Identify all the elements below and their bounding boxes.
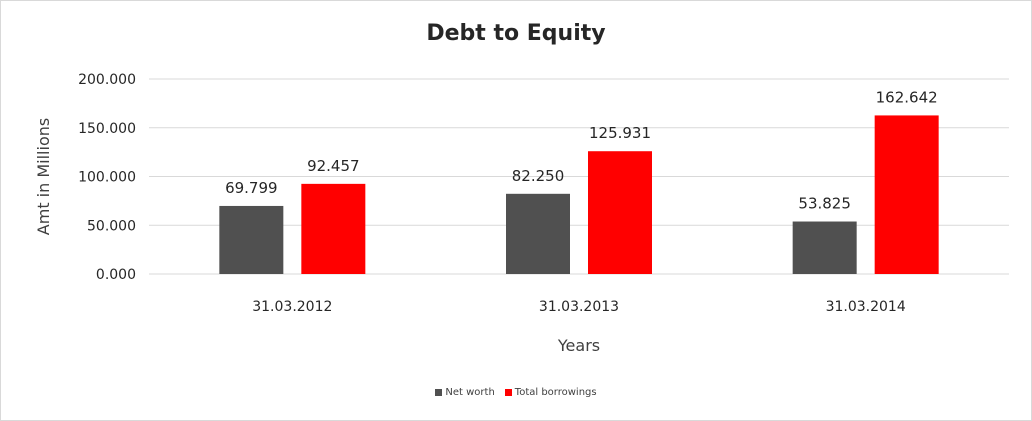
x-axis-title: Years [557, 336, 600, 355]
y-tick-label: 50.000 [87, 218, 136, 234]
legend-item-total-borrowings: Total borrowings [504, 387, 597, 398]
data-label: 162.642 [876, 88, 938, 106]
chart-title: Debt to Equity [426, 21, 606, 46]
y-tick-label: 0.000 [96, 267, 136, 283]
data-label: 92.457 [307, 157, 360, 175]
data-label: 69.799 [225, 179, 278, 197]
legend-label-net-worth: Net worth [445, 387, 495, 398]
bar-net-worth [219, 205, 284, 274]
legend-label-total-borrowings: Total borrowings [514, 387, 597, 398]
legend-swatch-total-borrowings [504, 389, 512, 396]
y-tick-label: 150.000 [78, 121, 136, 137]
bar-total-borrowings [874, 115, 939, 275]
bar-total-borrowings [301, 183, 366, 274]
data-label: 53.825 [798, 195, 851, 213]
bar-net-worth [506, 193, 570, 274]
legend-item-net-worth: Net worth [435, 387, 495, 398]
data-label: 125.931 [589, 124, 651, 142]
y-tick-label: 100.000 [78, 170, 136, 186]
x-tick-label: 31.03.2012 [252, 299, 332, 315]
bar-total-borrowings [588, 151, 652, 274]
y-axis-title: Amt in Millions [34, 118, 53, 235]
data-label: 82.250 [512, 167, 565, 185]
x-tick-label: 31.03.2013 [539, 299, 619, 315]
x-tick-label: 31.03.2014 [826, 299, 906, 315]
legend-swatch-net-worth [435, 389, 443, 396]
bar-net-worth [792, 221, 857, 274]
y-tick-label: 200.000 [78, 72, 136, 88]
legend: Net worth Total borrowings [1, 387, 1031, 398]
